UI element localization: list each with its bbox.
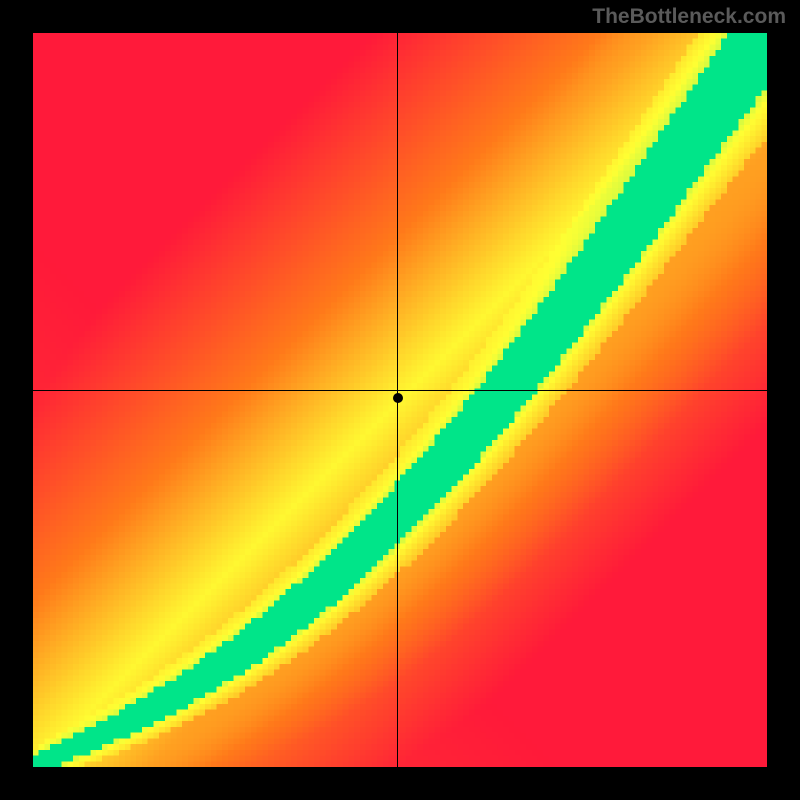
- plot-frame: [33, 33, 767, 767]
- operating-point-marker: [393, 393, 403, 403]
- chart-container: TheBottleneck.com: [0, 0, 800, 800]
- watermark-text: TheBottleneck.com: [592, 5, 786, 29]
- crosshair-horizontal: [33, 390, 767, 391]
